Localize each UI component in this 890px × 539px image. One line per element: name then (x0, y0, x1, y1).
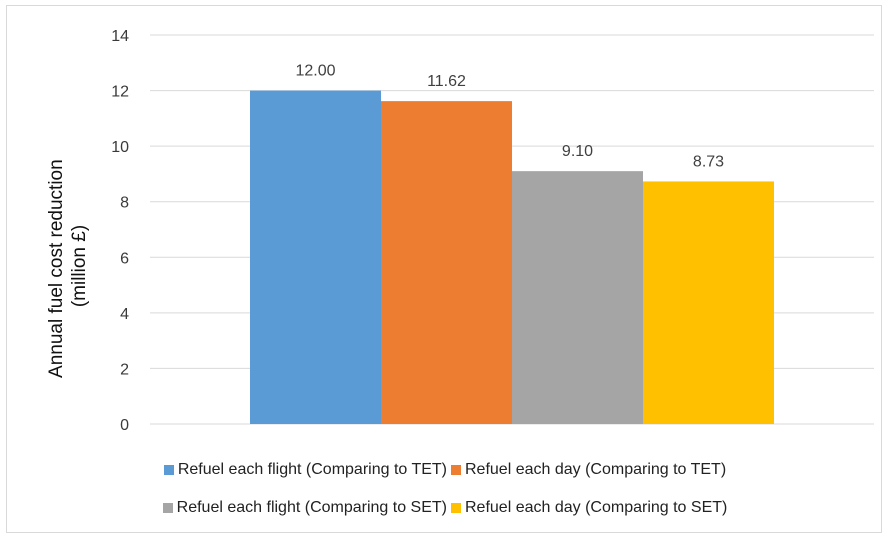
y-tick-label: 8 (120, 195, 129, 212)
y-tick-label: 2 (120, 361, 129, 378)
legend-item-flight-set: Refuel each flight (Comparing to SET) (162, 499, 447, 517)
legend-item-day-set: Refuel each day (Comparing to SET) (451, 499, 727, 517)
bar (381, 101, 512, 424)
bar (643, 181, 774, 424)
bars (250, 90, 774, 425)
y-tick-label: 10 (111, 139, 129, 156)
legend-swatch-gray (162, 503, 173, 513)
data-labels: 12.00 11.62 9.10 8.73 (295, 63, 724, 171)
y-tick-label: 12 (111, 84, 129, 101)
y-axis-label-line-2: (million £) (69, 225, 90, 307)
legend-swatch-orange (451, 465, 461, 475)
legend: Refuel each flight (Comparing to TET) Re… (7, 451, 883, 527)
data-label: 9.10 (562, 143, 593, 160)
y-tick-label: 4 (120, 306, 129, 323)
bar (250, 90, 381, 425)
bar-chart: 0 2 4 6 8 10 12 14 12.00 11.62 9.10 8.73 Annual fu… (46, 28, 874, 434)
legend-label: Refuel each flight (Comparing to TET) (177, 461, 447, 478)
legend-row-1: Refuel each flight (Comparing to TET) Re… (7, 451, 883, 489)
legend-row-2: Refuel each flight (Comparing to SET) Re… (7, 489, 883, 527)
legend-swatch-blue (163, 465, 174, 475)
legend-swatch-yellow (451, 503, 461, 513)
legend-label: Refuel each day (Comparing to TET) (465, 461, 727, 478)
data-label: 8.73 (693, 153, 724, 170)
legend-item-day-tet: Refuel each day (Comparing to TET) (451, 461, 726, 479)
y-tick-label: 6 (120, 250, 129, 267)
y-tick-label: 0 (120, 417, 129, 434)
chart-frame: 0 2 4 6 8 10 12 14 12.00 11.62 9.10 8.73 Annual fu… (6, 5, 882, 533)
y-tick-labels: 0 2 4 6 8 10 12 14 (111, 28, 129, 434)
legend-item-flight-tet: Refuel each flight (Comparing to TET) (163, 461, 447, 479)
data-label: 12.00 (295, 63, 335, 80)
y-axis-label: Annual fuel cost reduction (million £) (46, 154, 90, 378)
legend-label: Refuel each flight (Comparing to SET) (176, 499, 447, 516)
y-tick-label: 14 (111, 28, 129, 45)
legend-label: Refuel each day (Comparing to SET) (465, 499, 728, 516)
y-axis-label-line-1: Annual fuel cost reduction (46, 159, 67, 378)
data-label: 11.62 (427, 73, 466, 90)
bar (512, 171, 643, 424)
